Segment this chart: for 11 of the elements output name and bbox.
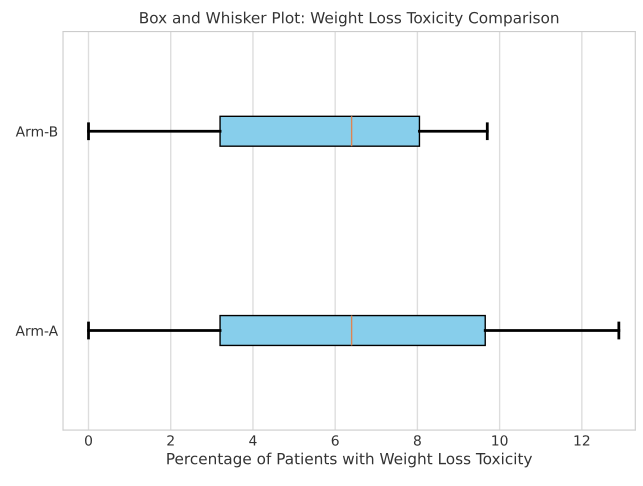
x-tick-label: 8: [414, 435, 421, 446]
x-tick-label: 0: [85, 435, 92, 446]
y-tick-label: Arm-B: [16, 126, 58, 136]
x-tick-label: 10: [492, 435, 508, 446]
x-tick-label: 6: [332, 435, 339, 446]
chart-title: Box and Whisker Plot: Weight Loss Toxicity Comparison: [140, 12, 558, 26]
x-tick-label: 2: [167, 435, 174, 446]
x-axis-title: Percentage of Patients with Weight Loss Toxicity: [167, 452, 532, 468]
y-tick-label: Arm-A: [16, 326, 58, 336]
x-tick-label: 4: [249, 435, 257, 446]
x-tick-label: 12: [574, 435, 590, 446]
